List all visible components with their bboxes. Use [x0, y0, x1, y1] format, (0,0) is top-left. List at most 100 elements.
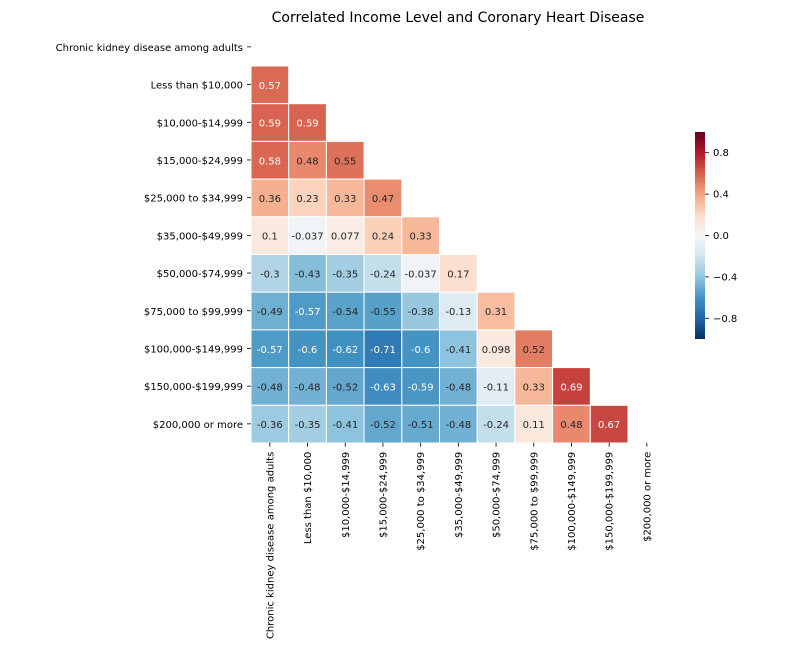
heatmap-cell [250, 367, 290, 406]
x-tick-label: $100,000-$149,999 [567, 452, 578, 551]
heatmap-cell [589, 404, 629, 444]
x-tick-label: Less than $10,000 [303, 452, 314, 544]
heatmap-cell [363, 367, 403, 406]
cell-value-label: -0.57 [257, 345, 283, 356]
heatmap-cell [288, 254, 327, 293]
cell-value-label: -0.6 [411, 345, 431, 356]
cell-value-label: 0.24 [372, 232, 394, 243]
cell-value-label: -0.35 [332, 269, 358, 280]
cell-value-label: 0.52 [523, 345, 545, 356]
cell-value-label: 0.57 [259, 81, 281, 92]
cell-value-label: 0.11 [523, 420, 545, 431]
cell-value-label: 0.47 [372, 194, 394, 205]
cell-value-label: 0.31 [485, 307, 507, 318]
heatmap-cell [325, 254, 365, 293]
cell-value-label: 0.48 [560, 420, 582, 431]
cell-value-label: -0.48 [257, 382, 283, 393]
cell-value-label: -0.71 [370, 345, 396, 356]
y-tick-label: $75,000 to $99,999 [144, 307, 243, 318]
cell-value-label: -0.48 [295, 382, 321, 393]
cell-value-label: -0.3 [260, 269, 280, 280]
cell-value-label: 0.1 [262, 232, 278, 243]
cell-value-label: -0.6 [298, 345, 318, 356]
heatmap-cell [552, 367, 591, 406]
cell-value-label: -0.35 [295, 420, 321, 431]
heatmap-cell [325, 404, 365, 444]
x-tick-label: $50,000-$74,999 [492, 452, 503, 538]
cell-value-label: 0.67 [598, 420, 620, 431]
y-tick-label: $25,000 to $34,999 [144, 194, 243, 205]
heatmap-cell [325, 140, 365, 180]
heatmap-cell [363, 404, 403, 444]
cell-value-label: -0.49 [257, 307, 283, 318]
colorbar-tick-label: 0.8 [713, 148, 729, 159]
heatmap-cell [288, 216, 327, 256]
heatmap-cell [288, 404, 327, 444]
y-tick-label: $100,000-$149,999 [144, 344, 243, 355]
heatmap-cell [439, 291, 478, 331]
cell-value-label: 0.55 [334, 156, 356, 167]
cell-value-label: -0.24 [483, 420, 509, 431]
colorbar: −0.8 −0.4 0.0 0.4 0.8 [695, 132, 737, 339]
cell-value-label: 0.077 [331, 232, 360, 243]
x-tick-label: $25,000 to $34,999 [416, 452, 427, 551]
cell-value-label: 0.48 [296, 156, 318, 167]
cell-value-label: -0.52 [332, 382, 358, 393]
cell-value-label: -0.43 [295, 269, 321, 280]
cell-value-label: -0.36 [257, 420, 283, 431]
cell-value-label: -0.52 [370, 420, 396, 431]
cell-value-label: -0.57 [295, 307, 321, 318]
cell-value-label: -0.13 [445, 307, 471, 318]
cell-value-label: -0.51 [408, 420, 434, 431]
x-tick-label: $75,000 to $99,999 [529, 452, 540, 551]
y-tick-label: $200,000 or more [153, 420, 243, 431]
heatmap-cell [439, 404, 478, 444]
heatmap-cell [476, 291, 516, 331]
colorbar-tick-label: 0.0 [713, 231, 729, 242]
heatmap-cell [288, 291, 327, 331]
cell-value-label: -0.63 [370, 382, 396, 393]
cell-value-label: -0.55 [370, 307, 396, 318]
cell-value-label: -0.11 [483, 382, 509, 393]
cell-value-label: -0.54 [332, 307, 358, 318]
heatmap-cell [401, 254, 440, 293]
cell-value-label: -0.037 [291, 232, 323, 243]
x-tick-label: Chronic kidney disease among adults [265, 452, 276, 639]
heatmap-cells: 0.57 0.59 0.59 0.58 0.48 0.55 0.36 0.23 0.33 0.47… [250, 65, 629, 444]
heatmap-cell [250, 329, 290, 369]
heatmap-cell [514, 404, 554, 444]
cell-value-label: -0.59 [408, 382, 434, 393]
cell-value-label: 0.23 [296, 194, 318, 205]
cell-value-label: 0.59 [259, 119, 281, 130]
cell-value-label: -0.41 [445, 345, 471, 356]
y-tick-label: $15,000-$24,999 [157, 156, 243, 167]
y-tick-label: Chronic kidney disease among adults [56, 43, 243, 54]
y-axis: Chronic kidney disease among adults Less … [56, 43, 251, 431]
x-tick-label: $200,000 or more [642, 452, 653, 542]
cell-value-label: 0.17 [447, 269, 469, 280]
heatmap-cell [363, 216, 403, 256]
y-tick-label: $10,000-$14,999 [157, 118, 243, 129]
cell-value-label: -0.037 [405, 269, 437, 280]
heatmap-cell [325, 329, 365, 369]
cell-value-label: -0.62 [332, 345, 358, 356]
y-tick-label: $35,000-$49,999 [157, 231, 243, 242]
cell-value-label: 0.36 [259, 194, 281, 205]
heatmap-cell [439, 254, 478, 293]
heatmap-cell [288, 178, 327, 218]
heatmap-cell [552, 404, 591, 444]
cell-value-label: 0.59 [296, 119, 318, 130]
y-tick-label: $50,000-$74,999 [157, 269, 243, 280]
heatmap-cell [363, 178, 403, 218]
cell-value-label: 0.33 [410, 232, 432, 243]
heatmap-cell [439, 367, 478, 406]
colorbar-gradient [695, 132, 705, 339]
colorbar-tick-label: −0.8 [713, 314, 737, 325]
x-tick-label: $15,000-$24,999 [378, 452, 389, 538]
chart-title: Correlated Income Level and Coronary Hea… [272, 10, 645, 26]
cell-value-label: -0.38 [408, 307, 434, 318]
x-axis: Chronic kidney disease among adults Less … [265, 442, 653, 639]
x-tick-label: $150,000-$199,999 [605, 452, 616, 551]
heatmap-cell [250, 404, 290, 444]
